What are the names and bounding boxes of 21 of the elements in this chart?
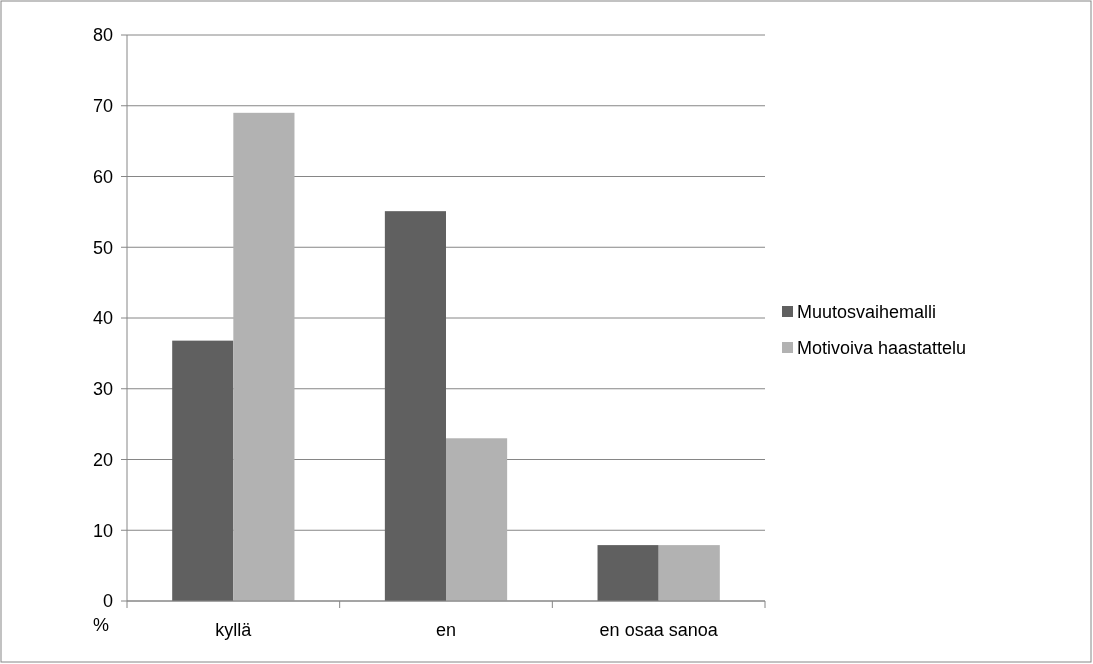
x-tick-label: kyllä [215,620,253,640]
y-tick-label: 10 [92,520,113,541]
legend-label: Muutosvaihemalli [797,302,937,323]
x-tick-label: en osaa sanoa [599,620,719,640]
bar [446,438,508,601]
bar [172,340,234,601]
y-tick-label: 60 [92,166,113,187]
y-tick-label: 30 [92,379,113,400]
y-tick-label: 40 [92,308,113,329]
bar [658,545,720,601]
y-axis-title: % [92,615,110,635]
bar [597,545,659,601]
y-tick-label: 80 [92,25,113,46]
bar [233,112,295,601]
y-tick-label: 70 [92,96,113,117]
x-tick-label: en [435,620,457,640]
y-tick-label: 50 [92,237,113,258]
y-tick-label: 20 [92,449,113,470]
y-tick-label: 0 [102,591,113,612]
bar [384,211,446,601]
legend-label: Motivoiva haastattelu [797,338,967,359]
